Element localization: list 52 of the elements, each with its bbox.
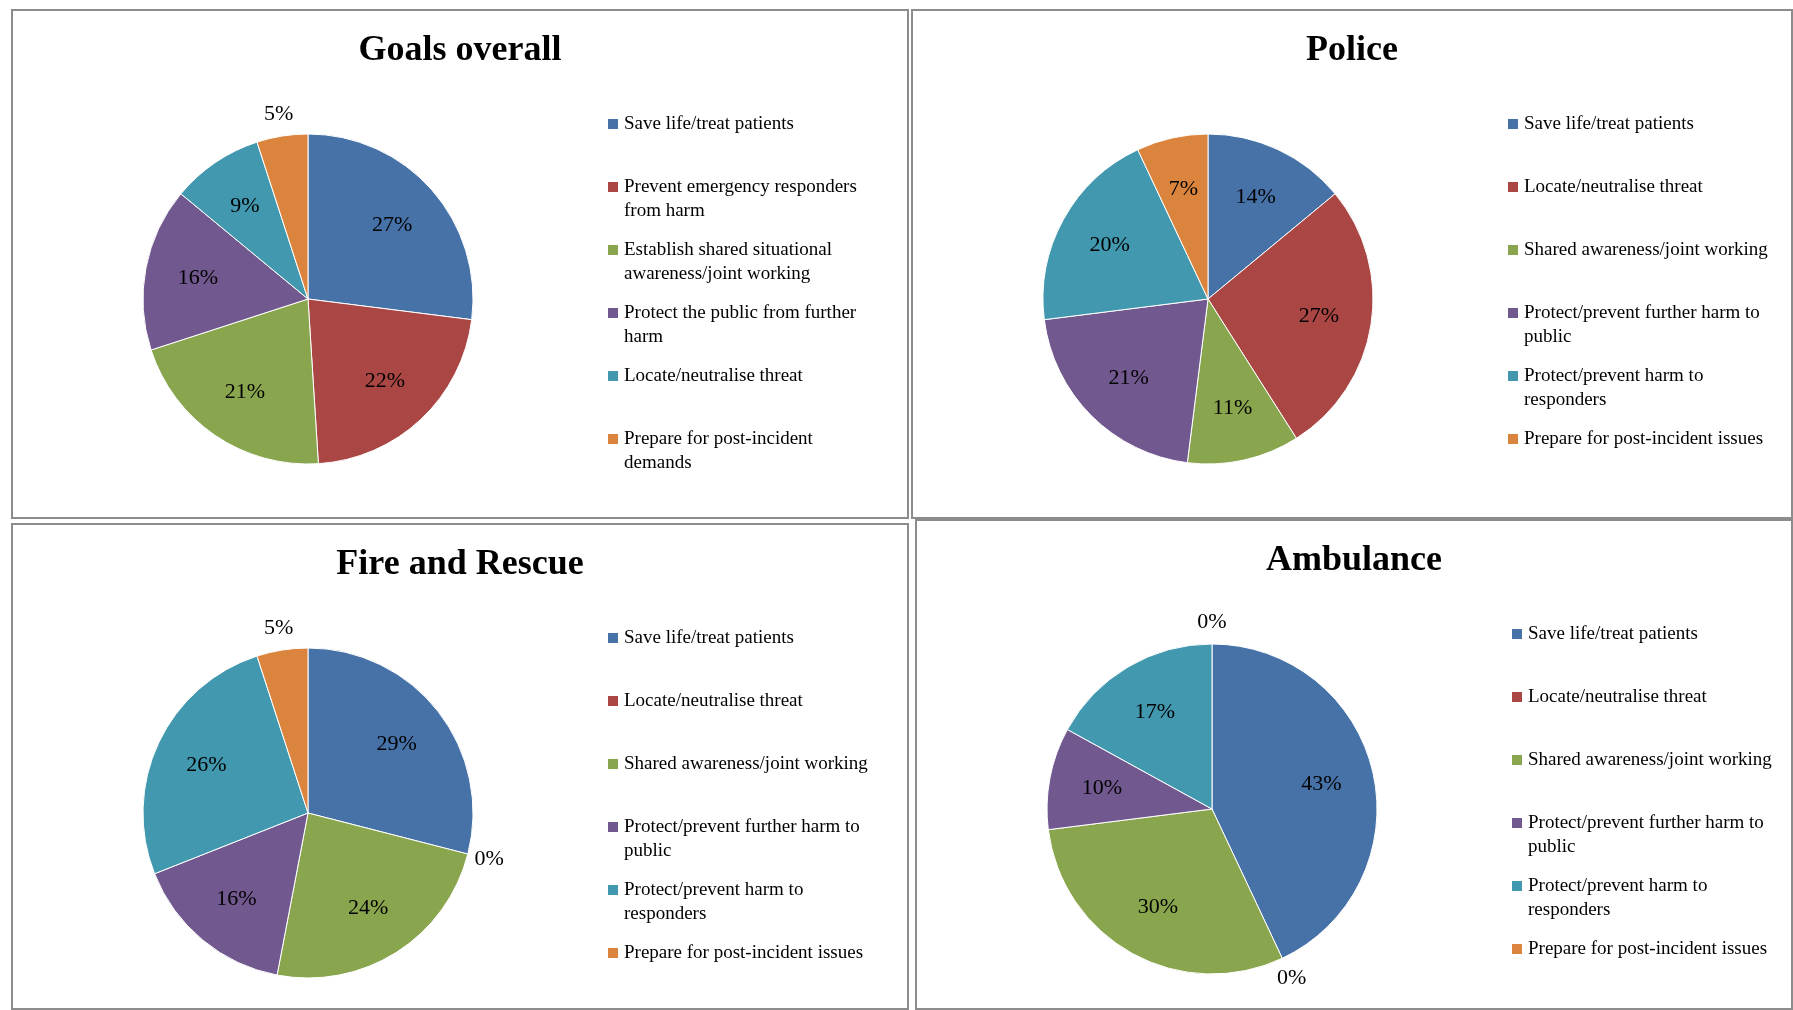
- data-label: 5%: [264, 100, 294, 126]
- data-label: 21%: [1108, 364, 1149, 390]
- data-label: 16%: [216, 885, 257, 911]
- data-label: 17%: [1134, 698, 1176, 724]
- data-label: 7%: [1168, 175, 1199, 201]
- legend-label: Prepare for post-incident issues: [624, 941, 864, 962]
- data-label: 16%: [177, 263, 218, 289]
- data-label: 10%: [1081, 773, 1122, 799]
- legend-label: Save life/treat patients: [624, 626, 794, 647]
- legend-label: Prepare for post-incident issues: [1524, 427, 1764, 448]
- legend-label: Protect/prevent harm to responders: [1524, 364, 1704, 409]
- chart-title: Goals overall: [357, 27, 563, 69]
- legend-label: Locate/neutralise threat: [1528, 685, 1707, 706]
- legend-label: Shared awareness/joint working: [1524, 238, 1768, 259]
- data-label: 20%: [1089, 230, 1130, 256]
- data-label: 11%: [1212, 394, 1253, 420]
- legend-label: Shared awareness/joint working: [1528, 748, 1772, 769]
- legend-label: Protect the public from further harm: [624, 301, 857, 346]
- legend-label: Save life/treat patients: [1528, 622, 1698, 643]
- legend-label: Locate/neutralise threat: [624, 689, 803, 710]
- data-label: 24%: [347, 893, 389, 919]
- legend-label: Protect/prevent harm to responders: [1528, 874, 1708, 919]
- data-label: 27%: [372, 210, 413, 236]
- legend-label: Save life/treat patients: [624, 112, 794, 133]
- legend-label: Prepare for post-incident issues: [1528, 937, 1768, 958]
- legend-label: Locate/neutralise threat: [1524, 175, 1703, 196]
- text: Ambulance: [1265, 537, 1443, 579]
- text: 0%: [1197, 607, 1227, 633]
- data-label: 22%: [364, 366, 405, 392]
- legend-label: Shared awareness/joint working: [624, 752, 868, 773]
- text: 0%: [474, 845, 504, 871]
- legend-label: Protect/prevent further harm to public: [1524, 301, 1760, 346]
- legend-label: Protect/prevent further harm to public: [624, 815, 860, 860]
- data-label: 9%: [230, 191, 260, 217]
- data-label: 26%: [186, 751, 227, 777]
- legend-label: Prevent emergency responders from harm: [624, 175, 857, 220]
- data-label: 30%: [1137, 893, 1179, 919]
- chart-title: Fire and Rescue: [335, 541, 585, 583]
- chart-title: Police: [1305, 27, 1399, 69]
- data-label: 29%: [376, 730, 417, 756]
- text: 0%: [1276, 963, 1307, 989]
- legend-label: Prepare for post-incident demands: [624, 427, 813, 472]
- legend-label: Protect/prevent further harm to public: [1528, 811, 1764, 856]
- data-label: 5%: [264, 614, 294, 640]
- data-label: 27%: [1298, 302, 1339, 328]
- data-label: 43%: [1301, 770, 1342, 796]
- data-label: 14%: [1235, 183, 1276, 209]
- legend-label: Protect/prevent harm to responders: [624, 878, 804, 923]
- legend-label: Save life/treat patients: [1524, 112, 1694, 133]
- legend-label: Locate/neutralise threat: [624, 364, 803, 385]
- data-label: 21%: [224, 377, 266, 403]
- legend-label: Establish shared situational awareness/joint working: [624, 238, 832, 283]
